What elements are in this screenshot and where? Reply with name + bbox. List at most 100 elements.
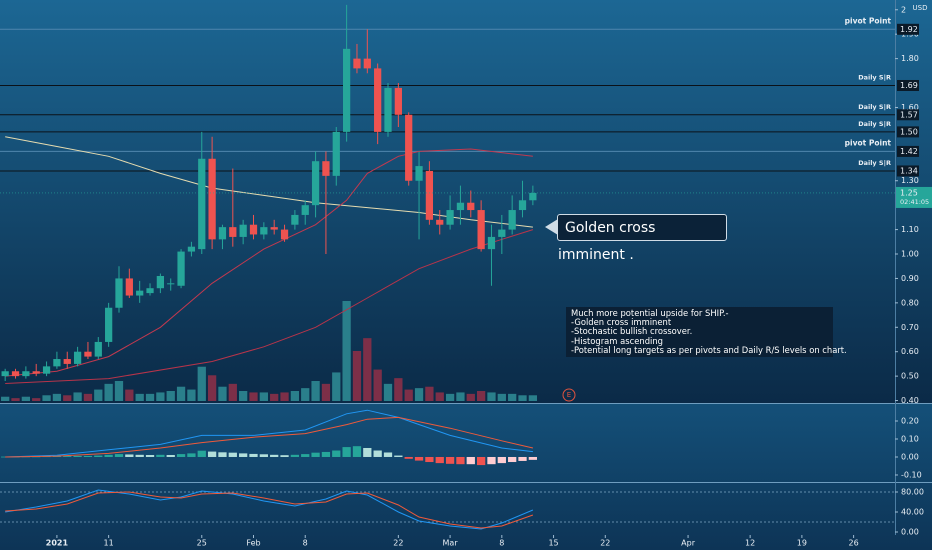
macd-histogram-bar [125, 454, 134, 457]
volume-bar [414, 388, 424, 401]
y-tick-label: 0.00 [901, 528, 919, 537]
stochastic-line [5, 491, 534, 529]
candle-body [249, 224, 258, 235]
y-tick-label: 0.20 [901, 416, 919, 425]
x-tick-label: 15 [548, 539, 558, 548]
x-tick-label: Apr [681, 539, 696, 548]
volume-bar [425, 386, 434, 401]
y-tick-label: 1.00 [901, 250, 919, 259]
note-line: Much more potential upside for SHIP.- [571, 308, 729, 318]
moving-average [5, 148, 533, 377]
volume-bar [228, 383, 237, 401]
candle-body [270, 227, 278, 230]
level-name: Daily S|R [858, 73, 891, 82]
volume-bar [187, 389, 196, 401]
level-name: pivot Point [845, 138, 892, 147]
candle-body [446, 210, 454, 225]
candle-body [177, 251, 185, 286]
macd-histogram-bar [342, 447, 351, 457]
level-label-box [897, 145, 919, 157]
macd-histogram-bar [73, 455, 82, 457]
volume-bar [166, 391, 175, 401]
candle-body [384, 87, 392, 132]
candle-body [342, 48, 351, 132]
event-marker [562, 388, 576, 402]
volume-bar [404, 389, 413, 401]
macd-histogram-bar [228, 452, 237, 457]
x-tick-label: 11 [104, 539, 114, 548]
candle-body [187, 246, 196, 252]
level-label: 1.57 [900, 110, 918, 119]
candle-body [456, 202, 465, 211]
level-label: 1.92 [900, 25, 918, 34]
volume-bar [218, 386, 227, 401]
macd-histogram-bar [311, 452, 320, 457]
candle-body [498, 229, 506, 237]
macd-histogram-bar [290, 454, 300, 457]
volume-bar [497, 393, 506, 401]
macd-histogram-bar [332, 450, 341, 457]
macd-histogram-bar [414, 456, 424, 461]
volume-bar [249, 392, 258, 401]
macd-histogram-bar [528, 456, 537, 460]
volume-bar [145, 393, 155, 401]
macd-histogram-bar [63, 456, 72, 457]
macd-histogram-bar [197, 450, 206, 457]
volume-bar [466, 393, 475, 401]
macd-histogram-bar [176, 454, 186, 457]
macd-histogram-bar [301, 454, 310, 457]
x-tick-label: 22 [600, 539, 610, 548]
volume-bar [197, 366, 206, 401]
candle-body [32, 371, 40, 374]
level-label-box [897, 79, 919, 91]
candle-body [84, 351, 92, 357]
macd-histogram-bar [373, 450, 382, 457]
x-tick-label: 25 [197, 539, 207, 548]
volume-bar [270, 393, 279, 401]
volume-bar [311, 381, 320, 401]
candle-body [322, 161, 330, 176]
volume-bar [125, 389, 134, 401]
y-tick-label: 0.00 [901, 452, 919, 461]
y-tick-label: 1.80 [901, 54, 919, 63]
candle-body [1, 371, 9, 377]
y-tick-label: 80.00 [901, 488, 924, 497]
countdown: 02:41:05 [900, 198, 929, 206]
candle-body [136, 290, 144, 296]
macd-histogram-bar [135, 454, 144, 457]
moving-average [5, 136, 533, 228]
candle-body [363, 58, 371, 69]
candle-body [291, 214, 299, 225]
level-name: pivot Point [845, 16, 892, 25]
candle-body [311, 161, 320, 206]
candle-body [374, 68, 382, 132]
x-tick-label: 8 [303, 539, 308, 548]
y-tick-label: 1.10 [901, 225, 919, 234]
x-tick-label: 19 [797, 539, 807, 548]
callout: Golden cross imminent . [557, 214, 727, 263]
volume-bar [301, 388, 310, 401]
candle-body [353, 58, 361, 69]
macd-histogram-bar [114, 454, 124, 457]
candle-body [280, 229, 289, 240]
candle-body [42, 366, 51, 374]
volume-bar [32, 398, 41, 401]
volume-bar [435, 392, 444, 401]
candle-body [518, 200, 527, 211]
x-tick-label: Feb [246, 539, 260, 548]
candle-body [167, 283, 175, 285]
stochastic-line [5, 489, 534, 530]
macd-histogram-bar [249, 453, 258, 457]
volume-bar [363, 338, 372, 401]
candle-body [260, 227, 268, 235]
y-tick-label: 0.80 [901, 298, 919, 307]
macd-histogram-bar [394, 455, 403, 457]
macd-histogram-bar [104, 454, 113, 457]
volume-bar [352, 351, 362, 401]
y-tick-label: 0.60 [901, 347, 919, 356]
macd-histogram-bar [487, 456, 496, 465]
candle-body [105, 307, 113, 342]
candle-body [115, 278, 123, 308]
volume-bar [207, 375, 217, 401]
currency-label: USD [913, 4, 928, 12]
